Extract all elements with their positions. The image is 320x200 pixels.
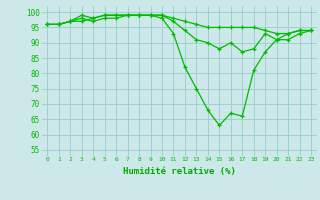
X-axis label: Humidité relative (%): Humidité relative (%) (123, 167, 236, 176)
